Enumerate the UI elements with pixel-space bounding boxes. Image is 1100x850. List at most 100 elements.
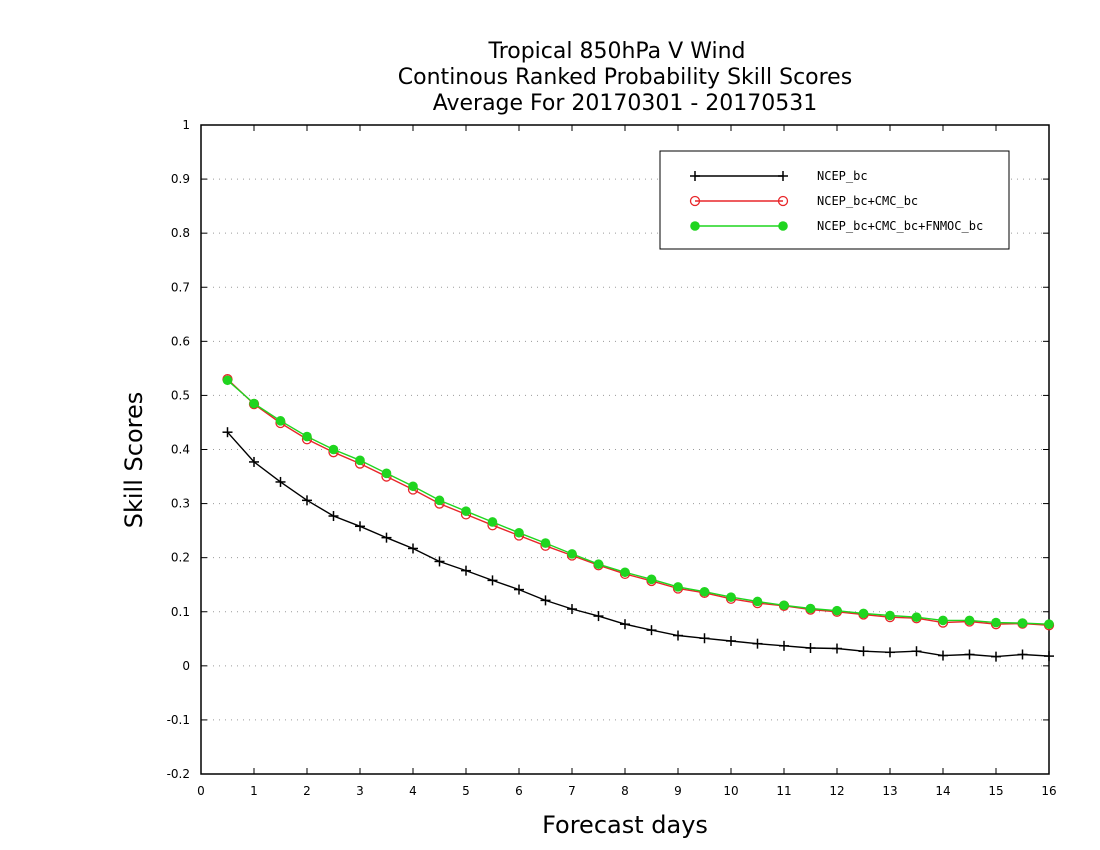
data-point-0-17 (673, 630, 683, 641)
y-tick-label: 0.4 (171, 443, 190, 457)
x-tick-label: 0 (197, 784, 205, 798)
x-tick-label: 10 (723, 784, 738, 798)
data-point-2-23 (832, 605, 842, 616)
data-point-0-4 (328, 511, 339, 522)
series-line-0 (226, 431, 1050, 658)
data-point-0-24 (858, 646, 869, 657)
data-point-2-10 (487, 517, 498, 527)
data-point-0-8 (434, 556, 445, 567)
data-point-2-13 (567, 549, 577, 559)
y-tick-label: 0.6 (171, 334, 190, 348)
data-point-2-9 (461, 506, 471, 516)
data-point-2-25 (885, 610, 895, 621)
data-point-0-18 (699, 633, 710, 644)
series-container (222, 374, 1055, 662)
data-point-0-6 (381, 532, 392, 543)
data-point-2-15 (620, 567, 630, 578)
data-point-0-28 (964, 649, 975, 660)
data-point-2-27 (938, 615, 948, 626)
data-point-0-7 (408, 543, 418, 554)
y-tick-label: 0.3 (171, 497, 190, 511)
legend-item-1: NCEP_bc+CMC_bc (689, 194, 918, 208)
series-2 (222, 375, 1054, 629)
x-tick-label: 4 (409, 784, 417, 798)
x-tick-label: 11 (776, 784, 791, 798)
x-axis-ticks: 0 1 2 3 4 5 6 7 8 9 10 11 12 13 14 15 16 (197, 125, 1057, 798)
y-tick-label: 0 (182, 659, 190, 673)
data-point-0-2 (275, 476, 286, 487)
data-point-0-30 (1017, 649, 1028, 660)
series-line-1 (227, 378, 1050, 626)
data-point-0-23 (832, 643, 842, 654)
data-point-0-13 (567, 604, 577, 615)
legend-marker-start (689, 195, 701, 207)
data-point-2-1 (249, 398, 259, 409)
data-point-2-11 (514, 527, 524, 538)
data-point-0-19 (726, 635, 736, 646)
data-point-2-19 (726, 592, 736, 602)
x-axis-label: Forecast days (542, 811, 708, 839)
legend-item-0: NCEP_bc (690, 169, 868, 183)
data-point-0-0 (222, 427, 233, 438)
y-axis-label: Skill Scores (120, 392, 148, 529)
y-tick-label: 0.7 (171, 280, 190, 294)
data-point-0-22 (805, 642, 816, 653)
series-1 (222, 374, 1055, 631)
y-tick-label: 1 (182, 118, 190, 132)
data-point-2-24 (858, 608, 869, 619)
title-line-1: Tropical 850hPa V Wind (487, 39, 745, 64)
data-point-0-10 (487, 575, 498, 586)
y-tick-label: 0.1 (171, 605, 190, 619)
y-axis-ticks: -0.2 -0.1 0 0.1 0.2 0.3 0.4 0.5 0.6 0.7 0.8 0.9 1 (167, 118, 1049, 781)
x-tick-label: 12 (829, 784, 844, 798)
data-point-0-15 (620, 619, 630, 630)
data-point-2-16 (646, 574, 657, 585)
title-line-3: Average For 20170301 - 20170531 (433, 91, 818, 116)
data-point-0-9 (461, 565, 471, 576)
chart-title: Tropical 850hPa V Wind Continous Ranked … (398, 39, 852, 116)
legend-label: NCEP_bc (817, 169, 868, 183)
x-tick-label: 14 (935, 784, 950, 798)
x-tick-label: 6 (515, 784, 523, 798)
series-0 (222, 427, 1054, 662)
data-point-2-6 (381, 468, 392, 479)
data-point-2-26 (911, 612, 922, 622)
data-point-2-21 (779, 600, 789, 611)
data-point-0-25 (885, 647, 895, 658)
legend-item-2: NCEP_bc+CMC_bc+FNMOC_bc (690, 219, 983, 233)
x-tick-label: 1 (250, 784, 258, 798)
legend-marker-start (690, 171, 700, 181)
data-point-0-21 (779, 640, 789, 651)
data-point-2-20 (752, 596, 763, 607)
legend-label: NCEP_bc+CMC_bc (817, 194, 918, 208)
series-line-2 (227, 379, 1050, 625)
data-point-2-28 (964, 615, 975, 626)
data-point-0-20 (752, 638, 763, 649)
data-point-0-1 (249, 456, 259, 467)
data-point-0-26 (911, 646, 922, 657)
data-point-2-17 (673, 582, 683, 592)
y-tick-label: 0.2 (171, 551, 190, 565)
data-point-0-11 (514, 584, 524, 595)
data-point-0-14 (593, 611, 604, 622)
x-tick-label: 13 (882, 784, 897, 798)
data-point-2-12 (540, 538, 551, 548)
legend-marker-end (778, 221, 788, 231)
data-point-0-29 (991, 651, 1001, 662)
data-point-2-31 (1044, 619, 1054, 629)
data-point-2-29 (991, 617, 1001, 628)
x-tick-label: 2 (303, 784, 311, 798)
data-point-2-8 (434, 495, 445, 506)
data-point-0-12 (540, 595, 551, 606)
title-line-2: Continous Ranked Probability Skill Score… (398, 65, 852, 90)
data-point-0-5 (355, 521, 365, 532)
legend-marker-start (690, 221, 700, 231)
data-point-2-30 (1017, 618, 1028, 628)
x-tick-label: 15 (988, 784, 1003, 798)
y-tick-label: 0.5 (171, 388, 190, 402)
x-tick-label: 3 (356, 784, 364, 798)
x-tick-label: 9 (674, 784, 682, 798)
x-tick-label: 16 (1041, 784, 1056, 798)
data-point-0-16 (646, 625, 657, 636)
